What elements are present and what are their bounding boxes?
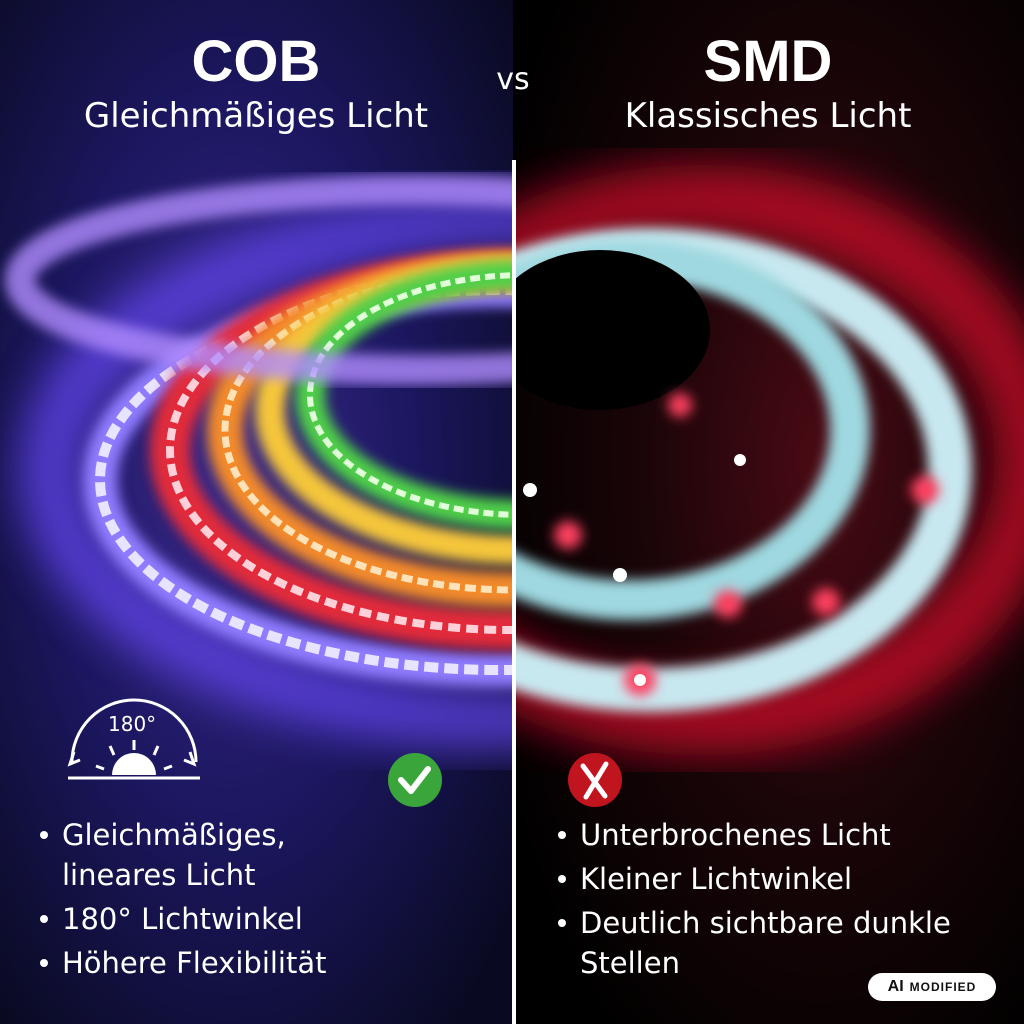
angle-label: 180° xyxy=(108,712,157,736)
right-title: SMD xyxy=(703,29,833,94)
bullet-line: lineares Licht xyxy=(62,858,256,892)
bullet-line: Unterbrochenes Licht xyxy=(580,818,891,852)
bullet: Deutlich sichtbare dunkle Stellen xyxy=(556,903,951,983)
badge-ai: AI xyxy=(887,978,904,995)
left-bullets: Gleichmäßiges, lineares Licht 180° Lichtwi… xyxy=(38,815,327,987)
bullet: Unterbrochenes Licht xyxy=(556,815,951,855)
vs-label: vs xyxy=(496,62,530,97)
left-title: COB xyxy=(191,29,321,94)
bullet-line: Deutlich sichtbare dunkle xyxy=(580,906,951,940)
bullet-line: Gleichmäßiges, xyxy=(62,818,286,852)
left-subtitle: Gleichmäßiges Licht xyxy=(83,96,429,136)
bullet-line: Höhere Flexibilität xyxy=(62,946,327,980)
right-bullets: Unterbrochenes Licht Kleiner Lichtwinkel D… xyxy=(556,815,951,987)
bullet: Gleichmäßiges, lineares Licht xyxy=(38,815,327,895)
bullet-line: Kleiner Lichtwinkel xyxy=(580,862,853,896)
ai-badge: AI MODIFIED xyxy=(868,973,996,1001)
bullet-line: 180° Lichtwinkel xyxy=(62,902,303,936)
right-subtitle: Klassisches Licht xyxy=(624,96,912,136)
badge-modified: MODIFIED xyxy=(909,980,977,994)
bullet: Höhere Flexibilität xyxy=(38,943,327,983)
bullet: 180° Lichtwinkel xyxy=(38,899,327,939)
bullet-line: Stellen xyxy=(580,946,680,980)
bullet: Kleiner Lichtwinkel xyxy=(556,859,951,899)
